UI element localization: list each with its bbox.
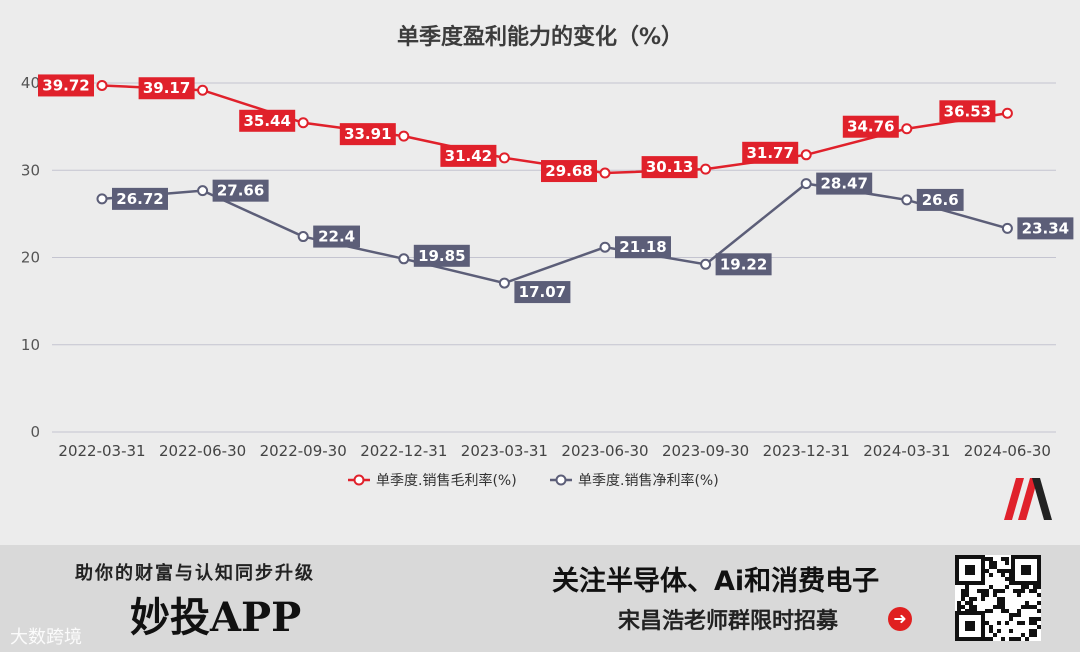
data-label-bg: [239, 109, 296, 132]
y-tick-label: 10: [21, 336, 40, 354]
data-label-bg: [514, 281, 571, 304]
data-label: 39.17: [143, 79, 190, 97]
data-label: 35.44: [243, 112, 290, 130]
banner-slogan: 助你的财富与认知同步升级: [75, 563, 315, 584]
data-point: [297, 117, 309, 129]
data-label-bg: [939, 100, 996, 123]
legend-label: 单季度.销售毛利率(%): [376, 472, 517, 489]
data-label-bg: [541, 160, 597, 183]
data-point: [96, 193, 108, 205]
data-label: 28.47: [820, 175, 867, 193]
arrow-right-circle-icon[interactable]: ➜: [888, 607, 912, 631]
data-label-bg: [138, 77, 195, 100]
data-label-bg: [212, 179, 269, 202]
banner-app-name: 妙投APP: [130, 594, 302, 641]
data-label-bg: [842, 115, 899, 138]
data-label-bg: [38, 74, 94, 97]
legend-label: 单季度.销售净利率(%): [578, 472, 719, 489]
data-label: 31.42: [445, 147, 492, 165]
data-point: [700, 258, 712, 270]
y-tick-label: 40: [21, 74, 40, 92]
data-label: 26.6: [922, 191, 959, 209]
data-label: 33.91: [344, 125, 391, 143]
x-tick-label: 2023-09-30: [662, 442, 749, 460]
data-point: [800, 178, 812, 190]
chart-area: 单季度盈利能力的变化（%） 0 10 20 30 40 2022-03-31 2022-06-…: [20, 24, 1074, 520]
x-tick-label: 2022-12-31: [360, 442, 447, 460]
banner-right-title: 关注半导体、Ai和消费电子: [552, 566, 880, 597]
y-tick-label: 30: [21, 161, 40, 179]
data-point: [398, 130, 410, 142]
data-label-bg: [641, 156, 698, 179]
data-point: [1001, 107, 1013, 119]
data-label: 29.68: [545, 162, 592, 180]
data-label: 27.66: [217, 182, 264, 200]
x-tick-label: 2022-03-31: [58, 442, 145, 460]
data-label: 19.85: [418, 247, 465, 265]
data-point: [700, 163, 712, 175]
data-point: [197, 185, 209, 197]
x-tick-label: 2024-03-31: [863, 442, 950, 460]
data-point: [901, 123, 913, 135]
data-label: 21.18: [619, 238, 666, 256]
data-point: [599, 167, 611, 179]
legend-marker: [555, 474, 567, 486]
data-point: [197, 84, 209, 96]
x-tick-label: 2022-06-30: [159, 442, 246, 460]
line-chart: 单季度盈利能力的变化（%） 0 10 20 30 40 2022-03-31 2022-06-…: [21, 24, 1074, 489]
data-point: [800, 149, 812, 161]
data-label-bg: [742, 141, 799, 164]
data-label: 34.76: [847, 118, 894, 136]
data-label: 39.72: [42, 76, 89, 94]
data-label-bg: [715, 253, 772, 276]
data-point: [297, 231, 309, 243]
data-point: [498, 152, 510, 164]
data-label: 17.07: [519, 283, 566, 301]
data-label: 31.77: [746, 144, 793, 162]
data-point: [599, 241, 611, 253]
data-label: 23.34: [1022, 219, 1069, 237]
qr-code-icon[interactable]: [955, 555, 1041, 641]
banner-right-subtitle: 宋昌浩老师群限时招募: [618, 609, 839, 634]
data-label: 26.72: [116, 190, 163, 208]
data-label-bg: [112, 187, 168, 210]
data-label: 22.4: [318, 228, 355, 246]
data-label-bg: [916, 188, 964, 211]
data-label: 36.53: [944, 102, 991, 120]
data-point: [498, 277, 510, 289]
x-tick-label: 2024-06-30: [964, 442, 1051, 460]
x-tick-label: 2023-12-31: [763, 442, 850, 460]
promo-banner[interactable]: 助你的财富与认知同步升级 妙投APP 大数跨境 关注半导体、Ai和消费电子 宋昌…: [0, 545, 1080, 652]
y-tick-label: 0: [30, 423, 40, 441]
data-label: 30.13: [646, 158, 693, 176]
data-label: 19.22: [720, 255, 767, 273]
legend-marker: [353, 474, 365, 486]
brand-logo-icon: [1004, 478, 1052, 520]
y-tick-label: 20: [21, 249, 40, 267]
data-point: [1001, 222, 1013, 234]
data-label-bg: [339, 123, 396, 146]
data-label-bg: [615, 236, 671, 259]
data-point: [901, 194, 913, 206]
data-point: [96, 79, 108, 91]
data-label-bg: [313, 225, 360, 248]
data-label-bg: [440, 144, 497, 167]
x-tick-label: 2022-09-30: [260, 442, 347, 460]
watermark-text: 大数跨境: [10, 627, 82, 648]
x-tick-label: 2023-03-31: [461, 442, 548, 460]
x-tick-label: 2023-06-30: [561, 442, 648, 460]
chart-title: 单季度盈利能力的变化（%）: [397, 24, 683, 50]
data-point: [398, 253, 410, 265]
data-label-bg: [816, 172, 873, 195]
data-label-bg: [413, 244, 470, 267]
data-label-bg: [1017, 217, 1074, 240]
